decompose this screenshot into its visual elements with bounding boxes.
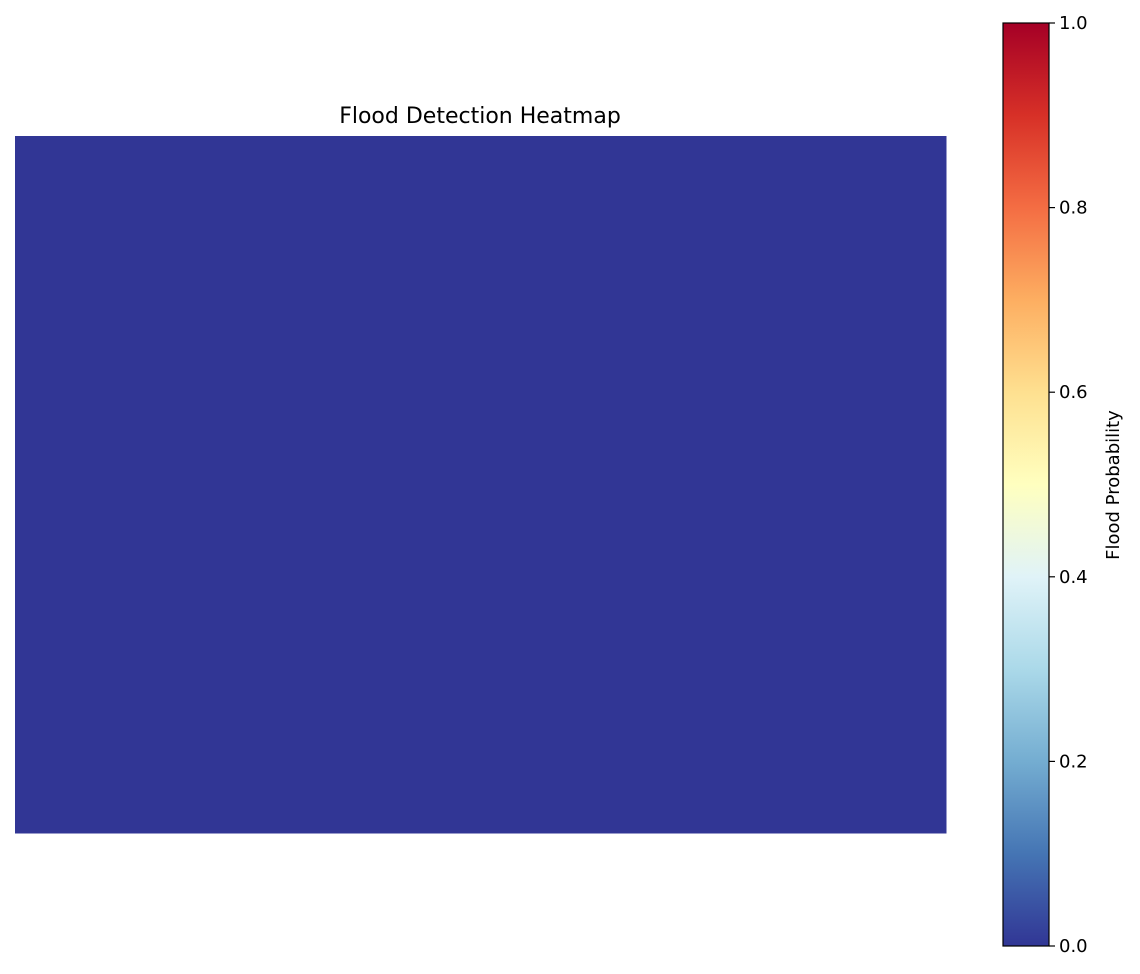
colorbar-label: Flood Probability	[1103, 410, 1124, 560]
colorbar-tick-label: 0.8	[1059, 198, 1088, 219]
colorbar-tick-label: 0.4	[1059, 567, 1088, 588]
colorbar-tick-label: 0.0	[1059, 936, 1088, 957]
colorbar-ticks: 0.0 0.2 0.4 0.6 0.8 1.0	[1049, 13, 1088, 957]
heatmap-cell	[15, 136, 947, 834]
colorbar-gradient	[1003, 23, 1049, 946]
colorbar: 0.0 0.2 0.4 0.6 0.8 1.0 Flood Probability	[1002, 13, 1124, 957]
colorbar-tick-label: 1.0	[1059, 13, 1088, 34]
chart-title: Flood Detection Heatmap	[339, 104, 621, 129]
colorbar-tick-label: 0.6	[1059, 382, 1088, 403]
colorbar-tick-label: 0.2	[1059, 751, 1088, 772]
heatmap	[15, 136, 947, 834]
colorbar-frame	[1002, 22, 1050, 947]
